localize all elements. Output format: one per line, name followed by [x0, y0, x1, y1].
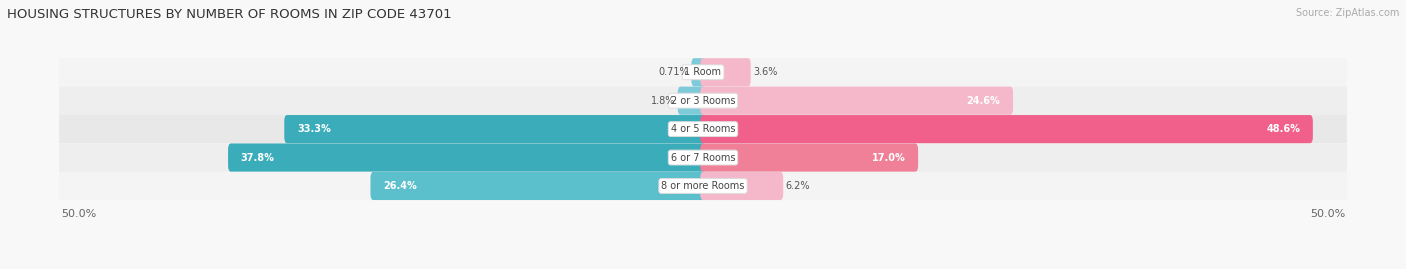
FancyBboxPatch shape [228, 143, 706, 172]
Text: Source: ZipAtlas.com: Source: ZipAtlas.com [1295, 8, 1399, 18]
Text: 48.6%: 48.6% [1267, 124, 1301, 134]
FancyBboxPatch shape [700, 115, 1313, 143]
FancyBboxPatch shape [284, 115, 706, 143]
FancyBboxPatch shape [59, 58, 1347, 87]
Text: 3.6%: 3.6% [754, 67, 778, 77]
Text: 1.8%: 1.8% [651, 96, 675, 106]
FancyBboxPatch shape [700, 58, 751, 86]
FancyBboxPatch shape [692, 58, 706, 86]
Text: 17.0%: 17.0% [872, 153, 905, 162]
Text: 6 or 7 Rooms: 6 or 7 Rooms [671, 153, 735, 162]
FancyBboxPatch shape [59, 172, 1347, 200]
Text: 6.2%: 6.2% [786, 181, 810, 191]
FancyBboxPatch shape [59, 143, 1347, 172]
Text: 2 or 3 Rooms: 2 or 3 Rooms [671, 96, 735, 106]
FancyBboxPatch shape [59, 115, 1347, 143]
FancyBboxPatch shape [700, 143, 918, 172]
Text: 37.8%: 37.8% [240, 153, 274, 162]
Text: 24.6%: 24.6% [966, 96, 1000, 106]
Text: HOUSING STRUCTURES BY NUMBER OF ROOMS IN ZIP CODE 43701: HOUSING STRUCTURES BY NUMBER OF ROOMS IN… [7, 8, 451, 21]
Text: 4 or 5 Rooms: 4 or 5 Rooms [671, 124, 735, 134]
FancyBboxPatch shape [700, 172, 783, 200]
Text: 0.71%: 0.71% [658, 67, 689, 77]
Text: 1 Room: 1 Room [685, 67, 721, 77]
Text: 8 or more Rooms: 8 or more Rooms [661, 181, 745, 191]
Text: 33.3%: 33.3% [297, 124, 330, 134]
FancyBboxPatch shape [370, 172, 706, 200]
Text: 26.4%: 26.4% [384, 181, 418, 191]
FancyBboxPatch shape [700, 87, 1014, 115]
FancyBboxPatch shape [678, 87, 706, 115]
FancyBboxPatch shape [59, 87, 1347, 115]
